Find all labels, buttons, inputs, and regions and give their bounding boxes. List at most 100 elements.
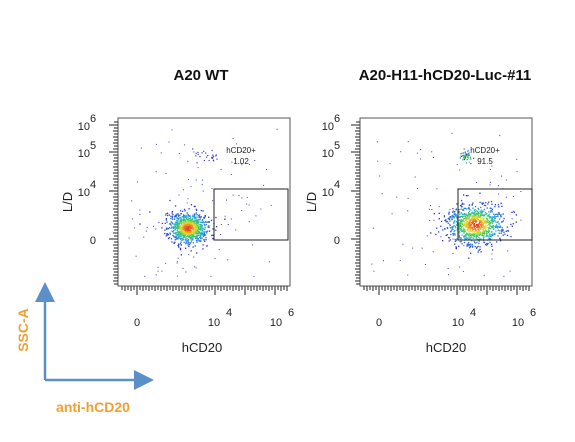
event-point [197, 227, 200, 229]
event-point [186, 235, 188, 237]
event-point [484, 222, 486, 224]
event-point [500, 214, 502, 216]
event-point [178, 224, 181, 226]
event-point [182, 236, 184, 239]
event-point [473, 211, 475, 214]
event-point [474, 211, 476, 213]
event-point [460, 240, 462, 243]
x-tick-label-0: 0 [376, 317, 382, 329]
event-point [190, 236, 192, 238]
event-point [455, 215, 457, 217]
event-point [470, 235, 472, 237]
event-point [478, 234, 480, 236]
event-point [492, 219, 494, 221]
y-axis-label: L/D [60, 192, 75, 212]
event-point [462, 155, 464, 157]
event-point [447, 268, 449, 269]
svg-text:10: 10 [208, 317, 220, 329]
event-point [473, 218, 475, 220]
event-point [481, 233, 484, 235]
event-point [184, 229, 186, 231]
event-point [176, 229, 178, 232]
event-point [462, 271, 464, 272]
event-point [487, 221, 489, 224]
event-point [171, 230, 173, 232]
event-point [477, 218, 479, 220]
event-point [501, 230, 503, 232]
event-point [200, 225, 202, 227]
event-point [464, 217, 467, 219]
event-point [199, 227, 202, 229]
event-point [460, 223, 462, 225]
event-point [471, 216, 473, 218]
event-point [196, 233, 198, 235]
event-point [178, 237, 180, 239]
event-point [189, 242, 191, 244]
y-axis-label: L/D [304, 192, 319, 212]
event-point [175, 233, 177, 235]
event-point [184, 223, 187, 225]
event-point [180, 235, 182, 237]
event-point [468, 212, 470, 214]
event-point [489, 241, 491, 243]
event-point [224, 218, 226, 220]
event-point [489, 222, 491, 224]
event-point [478, 229, 480, 231]
event-point [197, 238, 200, 240]
event-point [178, 235, 180, 237]
event-point [450, 231, 452, 233]
event-point [190, 250, 192, 252]
vertical-legend-label: SSC-A [15, 308, 31, 352]
event-point [464, 221, 466, 223]
y-tick-label-3: 10 6 [78, 113, 96, 133]
event-point [486, 232, 488, 235]
event-point [484, 205, 487, 207]
event-point [183, 230, 185, 232]
event-point [174, 215, 176, 217]
event-point [170, 221, 172, 223]
event-point [193, 221, 195, 223]
event-point [453, 213, 455, 215]
event-point [204, 216, 206, 219]
event-point [171, 223, 174, 225]
event-point [185, 232, 187, 234]
event-point [215, 216, 217, 219]
svg-text:10: 10 [270, 317, 282, 329]
event-point [469, 219, 472, 221]
event-point [512, 195, 514, 197]
event-point [188, 235, 190, 237]
event-point [210, 275, 212, 277]
event-point [165, 219, 167, 221]
event-point [205, 224, 207, 226]
event-point [198, 221, 200, 223]
event-point [467, 215, 469, 218]
event-point [172, 234, 174, 237]
event-point [466, 234, 468, 236]
event-point [166, 221, 168, 223]
event-point [199, 236, 201, 239]
event-point [475, 216, 477, 218]
event-point [475, 229, 477, 231]
event-point [500, 216, 502, 218]
event-point [461, 229, 463, 231]
event-point [421, 247, 423, 249]
svg-text:10: 10 [322, 121, 334, 133]
event-point [479, 232, 481, 234]
event-point [511, 225, 513, 227]
event-point [185, 241, 188, 243]
event-point [464, 228, 466, 231]
event-point [197, 151, 199, 153]
event-point [477, 211, 479, 213]
event-point [468, 216, 470, 218]
event-point [165, 173, 167, 174]
event-point [193, 205, 195, 208]
event-point [166, 233, 168, 235]
event-point [459, 169, 461, 171]
event-point [180, 224, 182, 227]
event-point [189, 220, 191, 222]
event-point [182, 234, 184, 237]
event-point [192, 230, 194, 232]
event-point [140, 147, 142, 149]
event-point [212, 200, 214, 202]
event-point [456, 224, 458, 226]
